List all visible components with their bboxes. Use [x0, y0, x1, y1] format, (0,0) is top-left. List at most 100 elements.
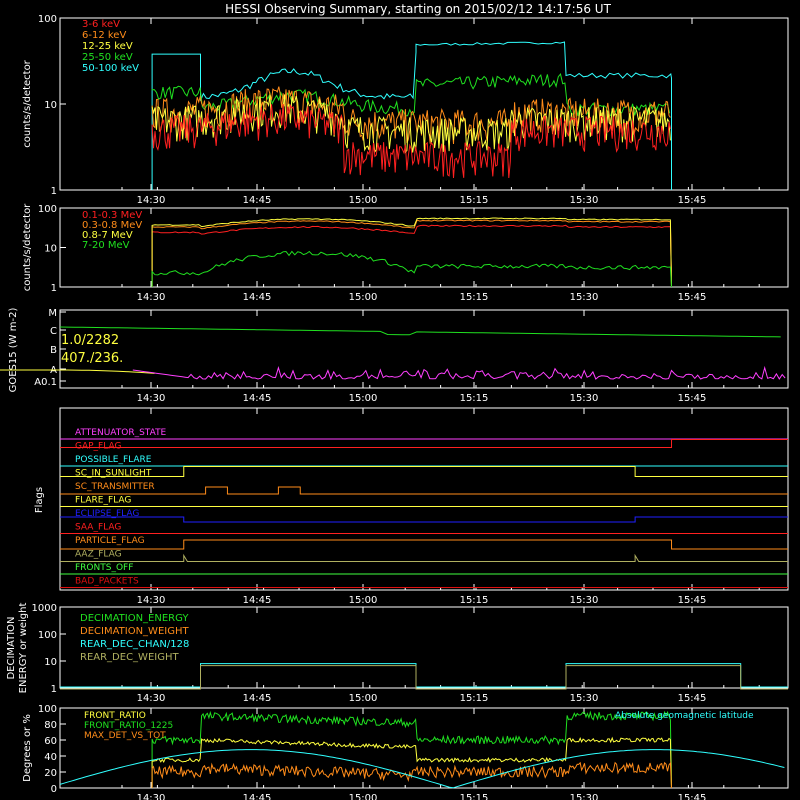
panel-frame-6 — [59, 707, 789, 789]
series-7-20-mev — [151, 250, 672, 288]
legend-entry: 0.1-0.3 MeV — [82, 210, 142, 221]
y-tick-label: 40 — [44, 752, 57, 763]
panel-frame-4 — [59, 407, 789, 591]
x-tick-label: 15:15 — [460, 793, 489, 800]
y-tick-label: 60 — [44, 736, 57, 747]
flag-line — [60, 466, 788, 477]
x-tick-label: 14:30 — [137, 793, 166, 800]
legend-entry: REAR_DEC_WEIGHT — [80, 652, 179, 663]
y-tick-label: 100 — [38, 704, 57, 715]
series-50-100-kev — [151, 41, 672, 190]
y-tick-label: A0.1 — [34, 377, 57, 388]
flag-label: SC_IN_SUNLIGHT — [75, 469, 152, 479]
x-tick-label: 15:30 — [570, 292, 599, 303]
rear-dec-weight-line — [60, 665, 788, 690]
y-tick-label: 1 — [51, 186, 57, 197]
flag-label: PARTICLE_FLAG — [75, 536, 145, 546]
x-tick-label: 14:45 — [243, 595, 272, 606]
x-tick-label: 15:00 — [349, 195, 378, 206]
x-tick-label: 14:45 — [243, 292, 272, 303]
flag-label: POSSIBLE_FLARE — [75, 455, 152, 465]
flag-label: FRONTS_OFF — [75, 563, 133, 573]
x-tick-label: 14:45 — [243, 393, 272, 404]
series-3-6-kev — [151, 103, 671, 179]
legend-entry: 0.8-7 MeV — [82, 230, 133, 241]
y-tick-label: 100 — [38, 630, 57, 641]
x-tick-label: 14:45 — [243, 693, 272, 704]
x-tick-label: 15:45 — [678, 595, 707, 606]
x-tick-label: 14:30 — [137, 393, 166, 404]
y-axis-label: GOES15 (W m-2) — [8, 308, 19, 393]
flag-label: ECLIPSE_FLAG — [75, 509, 139, 519]
y-axis-label: Flags — [34, 487, 45, 513]
x-tick-label: 15:30 — [570, 195, 599, 206]
series-0.1-0.3-mev — [151, 224, 672, 288]
y-tick-label: 20 — [44, 768, 57, 779]
x-tick-label: 15:00 — [349, 595, 378, 606]
legend-entry: FRONT_RATIO — [84, 711, 146, 721]
legend-entry: DECIMATION_WEIGHT — [80, 626, 189, 637]
flag-label: FLARE_FLAG — [75, 496, 131, 506]
series-12-25-kev — [151, 94, 671, 154]
y-tick-label: C — [50, 326, 57, 337]
goes-annotation: 407./236. — [61, 351, 123, 366]
flag-line — [60, 516, 788, 523]
x-tick-label: 14:30 — [137, 195, 166, 206]
y-axis-label: ENERGY or weight — [18, 603, 29, 694]
x-tick-label: 14:30 — [137, 693, 166, 704]
y-tick-label: 10 — [44, 100, 57, 111]
x-tick-label: 14:30 — [137, 292, 166, 303]
x-tick-label: 15:45 — [678, 693, 707, 704]
legend-entry: 25-50 keV — [82, 52, 133, 63]
y-tick-label: 1 — [51, 684, 57, 695]
x-tick-label: 15:30 — [570, 595, 599, 606]
legend-entry: 3-6 keV — [82, 19, 120, 30]
series-0.3-0.8-mev — [151, 219, 672, 288]
flag-label: SC_TRANSMITTER — [75, 482, 155, 492]
flag-label: GAP_FLAG — [75, 442, 121, 452]
chart-title: HESSI Observing Summary, starting on 201… — [225, 2, 611, 16]
x-tick-label: 14:45 — [243, 793, 272, 800]
legend-entry: DECIMATION_ENERGY — [80, 613, 189, 624]
x-tick-label: 15:15 — [460, 292, 489, 303]
series-0.8-7-mev — [151, 217, 672, 288]
legend-entry: 0.3-0.8 MeV — [82, 220, 142, 231]
series-6-12-kev — [151, 86, 671, 145]
x-tick-label: 15:30 — [570, 693, 599, 704]
series-geomagnetic-latitude — [59, 749, 785, 789]
legend-entry: 12-25 keV — [82, 41, 133, 52]
x-tick-label: 15:00 — [349, 292, 378, 303]
goes-short-channel — [0, 369, 155, 374]
flag-label: BAD_PACKETS — [75, 577, 139, 587]
legend-entry: REAR_DEC_CHAN/128 — [80, 639, 189, 650]
goes-long-channel — [59, 326, 781, 338]
x-tick-label: 15:15 — [460, 693, 489, 704]
y-tick-label: B — [50, 345, 57, 356]
flag-line — [60, 539, 788, 550]
y-tick-label: 100 — [38, 14, 57, 25]
x-tick-label: 15:15 — [460, 393, 489, 404]
y-axis-label: Degrees or % — [22, 714, 33, 782]
y-tick-label: 10 — [44, 244, 57, 255]
y-tick-label: 10 — [44, 657, 57, 668]
y-axis-label: counts/s/detector — [22, 203, 33, 291]
y-tick-label: M — [48, 308, 57, 319]
x-tick-label: 15:45 — [678, 793, 707, 800]
y-axis-label: DECIMATION — [6, 616, 17, 679]
panel-frame-2 — [59, 207, 789, 288]
x-tick-label: 14:30 — [137, 595, 166, 606]
legend-entry: Absolute geomagnetic latitude — [615, 711, 754, 721]
y-tick-label: 1000 — [32, 603, 57, 614]
x-tick-label: 15:00 — [349, 793, 378, 800]
flag-label: ATTENUATOR_STATE — [75, 428, 167, 438]
x-tick-label: 15:00 — [349, 393, 378, 404]
y-tick-label: 80 — [44, 720, 57, 731]
legend-entry: FRONT_RATIO_1225 — [84, 721, 173, 731]
y-tick-label: 0 — [51, 784, 57, 795]
panel-frame-1 — [59, 17, 789, 191]
x-tick-label: 15:30 — [570, 393, 599, 404]
x-tick-label: 15:15 — [460, 195, 489, 206]
x-tick-label: 14:45 — [243, 195, 272, 206]
flag-line — [60, 439, 788, 448]
flag-line — [60, 553, 788, 562]
